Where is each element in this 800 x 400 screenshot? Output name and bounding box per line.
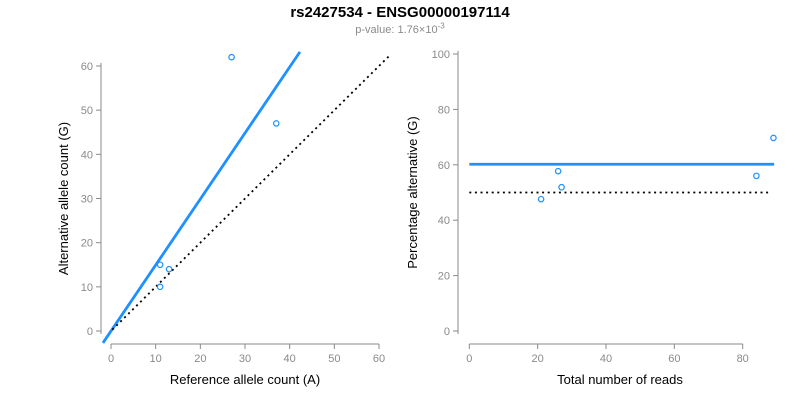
x-tick-label: 20 (194, 353, 206, 365)
p-value-base: 10 (425, 24, 438, 36)
identity-line (111, 55, 390, 331)
p-value-label: p-value: (355, 24, 395, 36)
data-point (770, 134, 777, 142)
y-tick-label: 60 (81, 61, 93, 73)
percentage-vs-reads-x-axis: 0 20 40 60 80 Total number of reads (466, 343, 749, 387)
y-tick-label: 40 (81, 149, 93, 161)
y-tick-label: 50 (81, 105, 93, 117)
y-tick-label: 30 (81, 193, 93, 205)
y-tick-label: 20 (438, 271, 450, 283)
x-axis-title: Total number of reads (557, 372, 683, 387)
x-tick-label: 0 (466, 353, 472, 365)
p-value-multiplier: × (418, 24, 426, 36)
fit-line (101, 51, 302, 344)
data-point (165, 265, 173, 273)
p-value-exponent: -3 (437, 21, 445, 31)
data-point (228, 53, 235, 61)
data-point (554, 167, 562, 175)
data-point (156, 261, 164, 269)
x-tick-label: 60 (668, 353, 680, 365)
data-point (753, 172, 760, 180)
x-tick-label: 60 (373, 353, 385, 365)
data-point (272, 120, 280, 127)
x-tick-label: 80 (737, 353, 749, 365)
y-tick-label: 10 (81, 282, 93, 294)
x-tick-label: 10 (150, 353, 162, 365)
y-tick-label: 80 (438, 104, 450, 116)
allele-counts-y-axis: 0 10 20 30 40 50 60 Alternative allele count (G… (56, 61, 102, 338)
y-axis-title: Percentage alternative (G) (405, 116, 420, 268)
p-value-mantissa: 1.76 (397, 24, 419, 36)
y-axis-title: Alternative allele count (G) (56, 122, 71, 275)
y-tick-label: 0 (444, 326, 450, 338)
percentage-vs-reads-y-axis: 0 20 40 60 80 100 Percentage alternative (G) (405, 49, 459, 338)
data-point (558, 183, 565, 191)
x-axis-title: Reference allele count (A) (170, 372, 320, 387)
percentage-vs-reads-lines (469, 162, 775, 194)
figure-title: rs2427534 - ENSG00000197114 (290, 4, 510, 21)
y-tick-label: 60 (438, 160, 450, 172)
y-tick-label: 40 (438, 215, 450, 227)
y-tick-label: 20 (81, 238, 93, 250)
data-point (156, 283, 164, 291)
x-tick-label: 50 (328, 353, 340, 365)
x-tick-label: 20 (532, 353, 544, 365)
allele-counts-lines (101, 51, 390, 344)
x-tick-label: 0 (108, 353, 114, 365)
percentage-vs-reads-plot: 0 20 40 60 80 100 Percentage alternative (G) 0 2… (405, 49, 777, 387)
x-tick-label: 40 (284, 353, 296, 365)
y-tick-label: 0 (87, 326, 93, 338)
allele-counts-x-axis: 0 10 20 30 40 50 60 Reference allele count (A) (108, 343, 385, 387)
figure-subtitle: p-value: 1.76×10-3 (0, 21, 800, 36)
allele-counts-plot: 0 10 20 30 40 50 60 Alternative allele count (G… (56, 51, 390, 387)
x-tick-label: 40 (600, 353, 612, 365)
allele-counts-data-points (156, 53, 280, 291)
x-tick-label: 30 (239, 353, 251, 365)
y-tick-label: 100 (432, 49, 450, 61)
percentage-vs-reads-data-points (537, 134, 777, 203)
data-point (537, 195, 545, 203)
